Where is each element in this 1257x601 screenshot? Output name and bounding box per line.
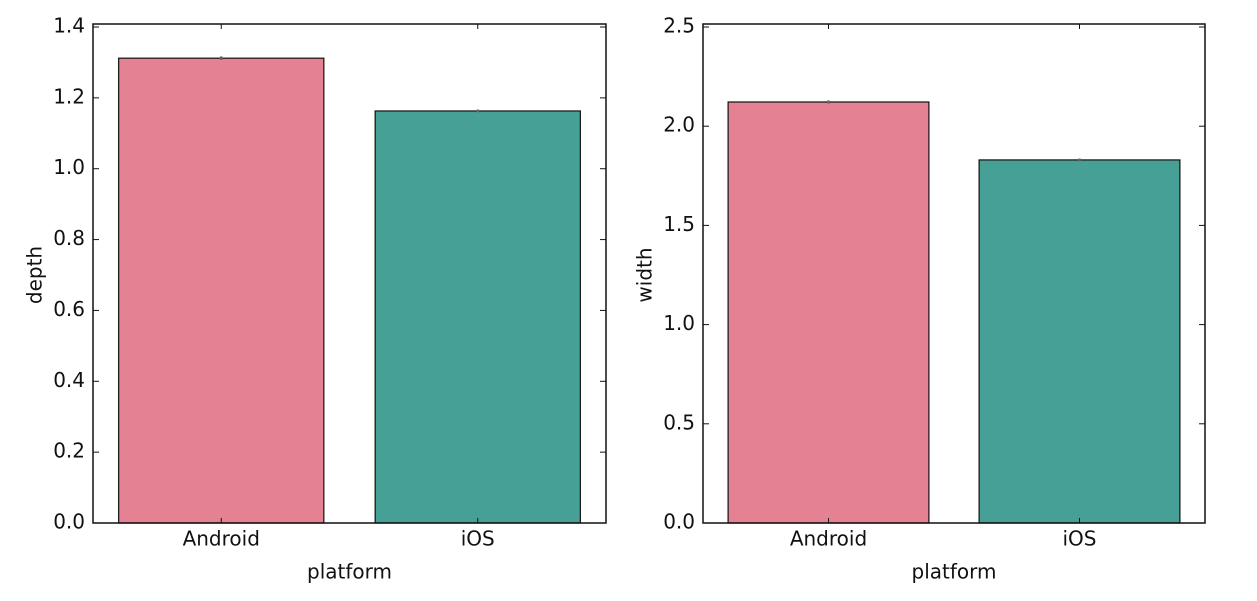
x-axis-label: platform [912,560,997,584]
x-tick-label: iOS [1063,527,1097,551]
bar [727,101,930,524]
y-tick-label: 1.2 [53,84,85,108]
x-tick-label: Android [183,527,260,551]
x-axis-label: platform [307,560,392,584]
y-tick-label: 0.2 [53,439,85,463]
y-tick-label: 2.5 [663,14,695,38]
bar [978,159,1181,524]
y-tick-label: 1.0 [53,155,85,179]
y-tick-label: 1.5 [663,212,695,236]
y-tick-label: 1.0 [663,311,695,335]
bar [118,57,325,524]
y-tick-label: 0.0 [663,510,695,534]
y-axis-label: depth [23,246,47,304]
y-tick-label: 0.4 [53,368,85,392]
y-tick-label: 0.6 [53,297,85,321]
y-tick-label: 0.5 [663,410,695,434]
bar [374,110,581,524]
plot-frame [92,23,607,524]
x-tick-label: iOS [461,527,495,551]
y-tick-label: 1.4 [53,14,85,38]
y-axis-label: width [633,247,657,302]
y-tick-label: 0.8 [53,226,85,250]
y-tick-label: 2.0 [663,113,695,137]
plot-frame [702,23,1206,524]
x-tick-label: Android [790,527,867,551]
y-tick-label: 0.0 [53,510,85,534]
